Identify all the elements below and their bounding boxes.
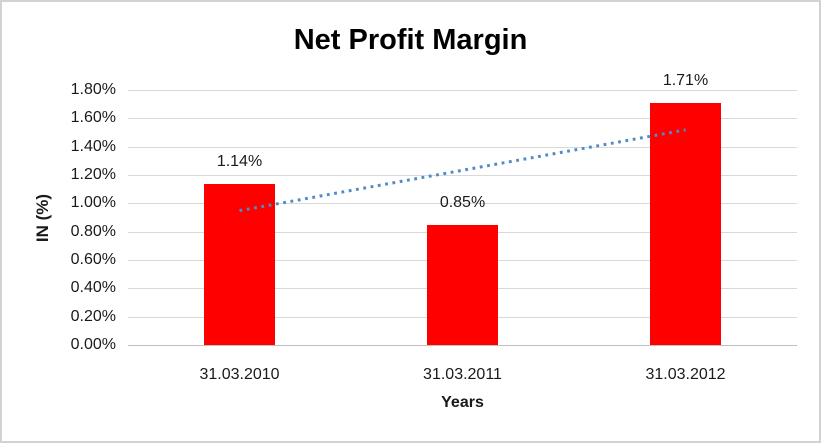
bar [204, 183, 275, 345]
chart-title: Net Profit Margin [293, 24, 528, 56]
bar-data-label: 1.14% [216, 152, 263, 170]
y-tick-label: 0.40% [70, 279, 116, 297]
x-axis-line [128, 345, 797, 346]
y-tick-label: 1.40% [70, 137, 116, 155]
bar [427, 224, 498, 345]
y-tick-label: 1.80% [70, 81, 116, 98]
x-axis-title: Years [441, 394, 484, 411]
x-tick-label: 31.03.2012 [645, 366, 726, 383]
bar-data-label: 1.71% [662, 71, 709, 89]
plot-area: 1.14% 0.85% 1.71% [128, 72, 797, 346]
y-tick-label: 0.00% [70, 336, 116, 353]
bar-data-label: 0.85% [439, 193, 486, 211]
y-tick-label: 0.80% [70, 222, 116, 240]
y-tick-label: 0.20% [70, 307, 116, 325]
x-tick-label: 31.03.2010 [199, 366, 280, 383]
y-tick-label: 1.00% [70, 194, 116, 212]
x-tick-label: 31.03.2011 [423, 366, 502, 383]
gridline [128, 118, 797, 120]
y-axis-tick-labels: 0.00% 0.20% 0.40% 0.60% 0.80% 1.00% 1.20% 1.40%… [2, 82, 116, 353]
gridline [128, 90, 797, 91]
y-tick-label: 1.60% [70, 109, 116, 127]
y-tick-label: 1.20% [70, 166, 116, 183]
y-tick-label: 0.60% [70, 251, 116, 268]
bar [650, 102, 721, 345]
